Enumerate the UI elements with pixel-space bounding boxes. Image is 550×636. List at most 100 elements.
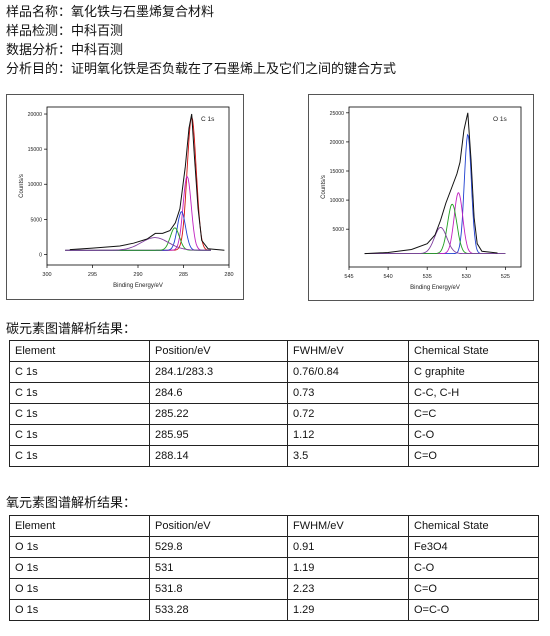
y-tick-label: 10000 [28, 182, 43, 188]
cell-position: 529.8 [149, 536, 288, 558]
x-tick-label: 535 [423, 274, 432, 280]
cell-element: O 1s [9, 557, 150, 579]
sample-name-value: 氧化铁与石墨烯复合材料 [71, 5, 215, 20]
header-element: Element [9, 515, 150, 537]
x-axis-label: Binding Energy/eV [410, 285, 460, 291]
analysis-purpose-label: 分析目的： [6, 62, 72, 77]
o1s-xps-chart: 545 540 535 530 525 5000 10000 15000 20000 25000 B… [321, 106, 522, 291]
carbon-section-title: 碳元素图谱解析结果： [6, 322, 137, 337]
table-row: O 1s 533.28 1.29 O=C-O [9, 599, 539, 621]
sample-test-line: 样品检测：中科百测 [6, 23, 123, 40]
cell-chemical-state: C-C, C-H [408, 382, 539, 404]
sample-test-label: 样品检测： [6, 24, 72, 39]
y-axis-label: Counts/s [321, 175, 327, 199]
header-fwhm: FWHM/eV [287, 340, 409, 362]
table-row: O 1s 531.8 2.23 C=O [9, 578, 539, 600]
raw-spectrum-line [364, 112, 498, 255]
c1s-xps-chart: 300 295 290 285 280 0 5000 10000 15000 20000 Bindi… [19, 106, 234, 289]
x-tick-label: 290 [133, 272, 142, 278]
oxygen-results-table: Element Position/eV FWHM/eV Chemical Sta… [9, 515, 539, 621]
cell-chemical-state: Fe3O4 [408, 536, 539, 558]
fit-peak-curve [364, 192, 506, 255]
fit-peak-curve [65, 237, 211, 251]
fit-peak-curve [364, 227, 506, 255]
y-tick-label: 5000 [332, 227, 344, 233]
header-element: Element [9, 340, 150, 362]
cell-element: O 1s [9, 599, 150, 621]
cell-element: C 1s [9, 424, 150, 446]
cell-element: C 1s [9, 445, 150, 467]
table-row: O 1s 531 1.19 C-O [9, 557, 539, 579]
y-tick-label: 5000 [30, 217, 42, 223]
header-position: Position/eV [149, 340, 288, 362]
cell-chemical-state: C=O [408, 578, 539, 600]
oxygen-section-title: 氧元素图谱解析结果： [6, 496, 137, 511]
y-axis-label: Counts/s [19, 174, 25, 198]
o1s-chart-frame: 545 540 535 530 525 5000 10000 15000 20000 25000 B… [308, 94, 534, 301]
table-header-row: Element Position/eV FWHM/eV Chemical Sta… [9, 340, 539, 362]
cell-chemical-state: C-O [408, 557, 539, 579]
cell-position: 288.14 [149, 445, 288, 467]
sample-test-value: 中科百测 [71, 24, 124, 39]
cell-fwhm: 0.91 [287, 536, 409, 558]
table-row: C 1s 284.1/283.3 0.76/0.84 C graphite [9, 361, 539, 383]
y-tick-label: 15000 [330, 169, 345, 175]
cell-chemical-state: C=C [408, 403, 539, 425]
cell-position: 531.8 [149, 578, 288, 600]
y-tick-label: 20000 [28, 112, 43, 118]
cell-position: 285.95 [149, 424, 288, 446]
cell-fwhm: 1.29 [287, 599, 409, 621]
y-tick-label: 15000 [28, 147, 43, 153]
c1s-chart-frame: 300 295 290 285 280 0 5000 10000 15000 20000 Bindi… [6, 94, 244, 300]
x-tick-label: 300 [42, 272, 51, 278]
cell-position: 284.6 [149, 382, 288, 404]
raw-spectrum-line [69, 113, 225, 251]
header-position: Position/eV [149, 515, 288, 537]
x-tick-label: 545 [344, 274, 353, 280]
sample-name-line: 样品名称：氧化铁与石墨烯复合材料 [6, 4, 214, 21]
x-tick-label: 530 [462, 274, 471, 280]
fit-peak-curve [65, 227, 211, 251]
cell-fwhm: 1.19 [287, 557, 409, 579]
x-tick-label: 525 [501, 274, 510, 280]
cell-element: O 1s [9, 578, 150, 600]
x-tick-label: 295 [88, 272, 97, 278]
fit-peak-curve [65, 175, 211, 251]
series-label: O 1s [493, 116, 507, 123]
cell-chemical-state: C=O [408, 445, 539, 467]
carbon-results-table: Element Position/eV FWHM/eV Chemical Sta… [9, 340, 539, 467]
x-tick-label: 280 [224, 272, 233, 278]
y-tick-label: 10000 [330, 198, 345, 204]
cell-position: 533.28 [149, 599, 288, 621]
x-tick-label: 540 [383, 274, 392, 280]
cell-position: 284.1/283.3 [149, 361, 288, 383]
sample-name-label: 样品名称： [6, 5, 72, 20]
data-analysis-label: 数据分析： [6, 43, 72, 58]
y-tick-label: 20000 [330, 140, 345, 146]
table-row: C 1s 285.95 1.12 C-O [9, 424, 539, 446]
y-tick-label: 25000 [330, 111, 345, 117]
header-fwhm: FWHM/eV [287, 515, 409, 537]
cell-fwhm: 1.12 [287, 424, 409, 446]
cell-element: O 1s [9, 536, 150, 558]
header-chemical-state: Chemical State [408, 340, 539, 362]
header-chemical-state: Chemical State [408, 515, 539, 537]
table-row: C 1s 285.22 0.72 C=C [9, 403, 539, 425]
series-label: C 1s [201, 116, 215, 123]
y-tick-label: 0 [39, 252, 42, 258]
analysis-purpose-value: 证明氧化铁是否负载在了石墨烯上及它们之间的键合方式 [71, 62, 397, 77]
cell-fwhm: 2.23 [287, 578, 409, 600]
cell-element: C 1s [9, 403, 150, 425]
cell-chemical-state: C-O [408, 424, 539, 446]
analysis-purpose-line: 分析目的：证明氧化铁是否负载在了石墨烯上及它们之间的键合方式 [6, 61, 396, 78]
cell-element: C 1s [9, 361, 150, 383]
data-analysis-value: 中科百测 [71, 43, 124, 58]
cell-fwhm: 0.76/0.84 [287, 361, 409, 383]
cell-fwhm: 0.73 [287, 382, 409, 404]
x-axis-label: Binding Energy/eV [113, 283, 163, 289]
table-row: C 1s 284.6 0.73 C-C, C-H [9, 382, 539, 404]
cell-position: 285.22 [149, 403, 288, 425]
cell-fwhm: 0.72 [287, 403, 409, 425]
cell-fwhm: 3.5 [287, 445, 409, 467]
cell-element: C 1s [9, 382, 150, 404]
